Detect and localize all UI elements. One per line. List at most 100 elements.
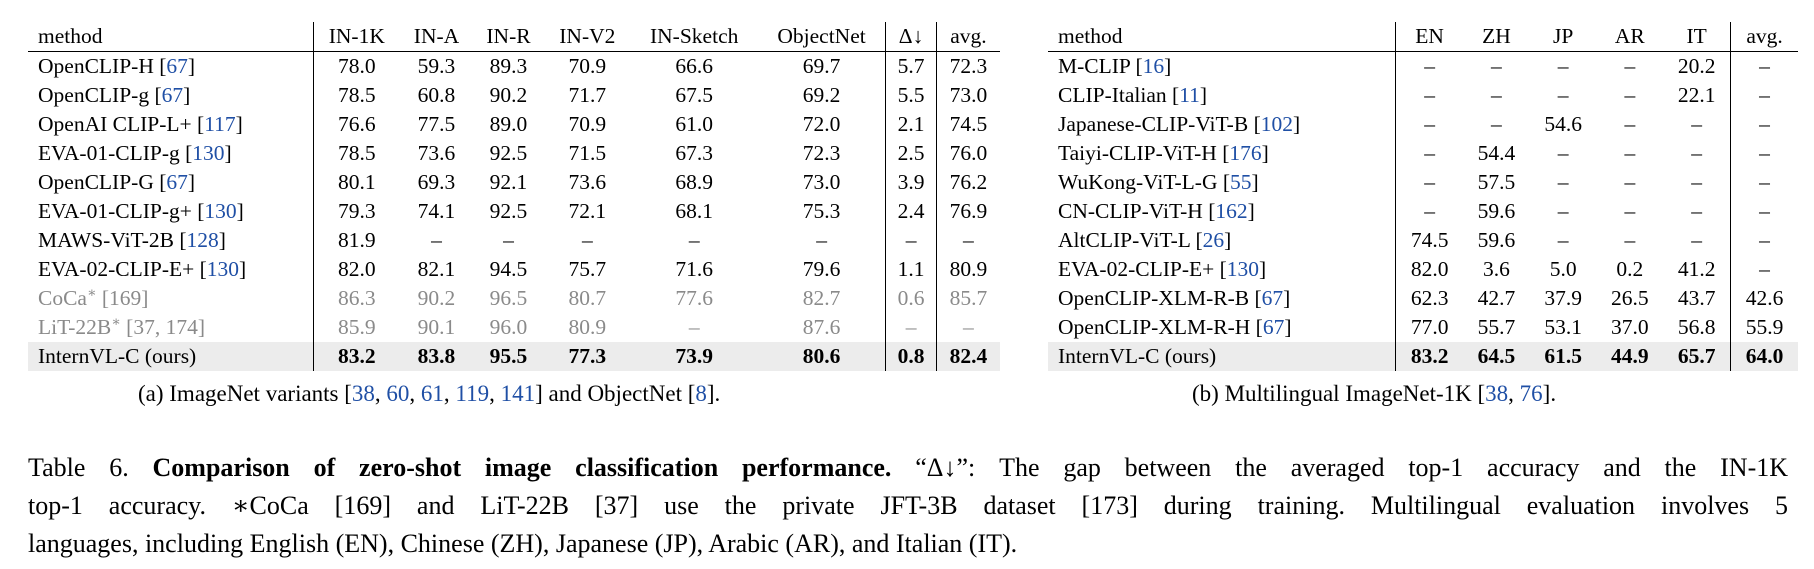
method-cell: OpenAI CLIP-L+ [117] <box>38 112 243 136</box>
citation-link[interactable]: 8 <box>695 381 707 406</box>
value-cell: 79.3 <box>312 197 401 226</box>
citation-link[interactable]: 67 <box>161 83 184 107</box>
value-cell: 73.9 <box>630 342 758 371</box>
citation-link[interactable]: 38 <box>1485 381 1509 406</box>
citation-link[interactable]: 117 <box>204 112 236 136</box>
value-cell: – <box>1395 139 1464 168</box>
value-cell: 66.6 <box>675 54 713 78</box>
table-row: CoCa∗ [169] 86.3 90.2 96.5 80.7 77.6 82.7 0.6 85… <box>28 284 1000 313</box>
value-cell: 5.7 <box>885 51 937 81</box>
value-cell: 78.0 <box>312 51 401 81</box>
value-cell: – <box>1691 199 1702 223</box>
value-cell: – <box>1730 51 1798 81</box>
value-cell: – <box>1395 168 1464 197</box>
citation-link[interactable]: 130 <box>206 257 240 281</box>
value-cell: – <box>1624 112 1636 136</box>
method-cell: EVA-02-CLIP-E+ [130] <box>38 257 247 281</box>
method-cell: OpenCLIP-g [67] <box>38 83 191 107</box>
value-cell: 76.6 <box>312 110 401 139</box>
method-name: OpenCLIP-XLM-R-H <box>1058 315 1251 339</box>
value-cell: 92.5 <box>489 141 528 165</box>
value-cell: 70.9 <box>568 54 607 78</box>
citation-link[interactable]: 61 <box>420 381 444 406</box>
method-cell: WuKong-ViT-L-G [55] <box>1058 170 1259 194</box>
citation-link[interactable]: 128 <box>186 228 219 252</box>
citation-link[interactable]: 60 <box>386 381 410 406</box>
column-header: IN-1K <box>312 22 401 52</box>
citation-link[interactable]: 76 <box>1519 381 1543 406</box>
method-name: CN-CLIP-ViT-H <box>1058 199 1203 223</box>
value-cell: 74.5 <box>1395 226 1464 255</box>
value-cell: 64.0 <box>1730 342 1798 371</box>
value-cell: 37.0 <box>1611 315 1649 339</box>
value-cell: 95.5 <box>472 342 545 371</box>
table-b-body: M-CLIP [16] – – – –20.2– CLIP-Italian [11] – – –… <box>1048 51 1798 371</box>
citation-link[interactable]: 102 <box>1260 112 1293 136</box>
column-header: IN-Sketch <box>630 22 758 52</box>
value-cell: 73.6 <box>417 141 456 165</box>
value-cell: 67.5 <box>675 83 713 107</box>
value-cell: 85.7 <box>935 284 1000 313</box>
value-cell: 92.5 <box>489 199 528 223</box>
citation-link[interactable]: 67 <box>166 54 188 78</box>
value-cell: – <box>1557 141 1569 165</box>
value-cell: 64.5 <box>1463 342 1530 371</box>
citation-link[interactable]: 162 <box>1215 199 1248 223</box>
citation-link[interactable]: 130 <box>1226 257 1260 281</box>
citation-link[interactable]: 16 <box>1142 54 1165 78</box>
citation-link[interactable]: 38 <box>351 381 375 406</box>
value-cell: – <box>1730 110 1798 139</box>
method-name: EVA-01-CLIP-g+ <box>38 199 192 223</box>
citation-link[interactable]: 119 <box>455 381 490 406</box>
method-name: M-CLIP <box>1058 54 1131 78</box>
citation-link[interactable]: 169 <box>109 286 142 310</box>
value-cell: – <box>688 228 700 252</box>
value-cell: – <box>1557 199 1569 223</box>
value-cell: 69.2 <box>802 83 841 107</box>
citation-link[interactable]: 176 <box>1229 141 1262 165</box>
value-cell: – <box>1491 112 1502 136</box>
value-cell: – <box>1730 197 1798 226</box>
citation-link[interactable]: 130 <box>192 141 225 165</box>
table-row: LiT-22B∗ [37, 174] 85.9 90.1 96.0 80.9 – 87.6 –… <box>28 313 1000 342</box>
value-cell: 26.5 <box>1611 286 1649 310</box>
value-cell: – <box>1730 168 1798 197</box>
citation-link[interactable]: 141 <box>500 381 536 406</box>
table-row: OpenCLIP-H [67] 78.0 59.3 89.3 70.9 66.6 69.7 5… <box>28 51 1000 81</box>
value-cell: 72.3 <box>935 51 1000 81</box>
citation-link[interactable]: 67 <box>1261 286 1284 310</box>
value-cell: – <box>1557 170 1569 194</box>
value-cell: 61.5 <box>1529 342 1597 371</box>
citation-link[interactable]: 11 <box>1179 83 1200 107</box>
method-name: OpenCLIP-g <box>38 83 150 107</box>
value-cell: 80.9 <box>568 315 607 339</box>
method-name: EVA-01-CLIP-g <box>38 141 180 165</box>
method-cell: EVA-01-CLIP-g+ [130] <box>38 199 244 223</box>
value-cell: 54.4 <box>1477 141 1516 165</box>
value-cell: – <box>1691 112 1702 136</box>
method-name: OpenCLIP-H <box>38 54 154 78</box>
column-header: IN-R <box>472 22 545 52</box>
citation-link[interactable]: 37, 174 <box>133 315 198 339</box>
table-row: EVA-02-CLIP-E+ [130] 82.0 3.6 5.0 0.2 41.2– <box>1048 255 1798 284</box>
value-cell: 96.0 <box>489 315 528 339</box>
value-cell: 72.1 <box>568 199 607 223</box>
value-cell: 37.9 <box>1544 286 1582 310</box>
value-cell: 90.1 <box>417 315 456 339</box>
citation-link[interactable]: 130 <box>204 199 237 223</box>
value-cell: 56.8 <box>1677 315 1716 339</box>
citation-link[interactable]: 67 <box>166 170 188 194</box>
value-cell: 77.3 <box>544 342 631 371</box>
citation-link[interactable]: 55 <box>1230 170 1252 194</box>
value-cell: 78.5 <box>312 139 401 168</box>
citation-link[interactable]: 67 <box>1262 315 1285 339</box>
subcaption-b-suffix: ]. <box>1542 381 1557 406</box>
value-cell: 92.1 <box>489 170 528 194</box>
method-name: EVA-02-CLIP-E+ <box>38 257 195 281</box>
citation-link[interactable]: 26 <box>1202 228 1225 252</box>
value-cell: 89.0 <box>489 112 528 136</box>
table-a-body: OpenCLIP-H [67] 78.0 59.3 89.3 70.9 66.6 69.7 5… <box>28 51 1000 371</box>
caption-line-2: top-1 accuracy. ∗CoCa [169] and LiT-22B … <box>28 491 1788 520</box>
value-cell: – <box>1624 170 1636 194</box>
method-name: MAWS-ViT-2B <box>38 228 174 252</box>
